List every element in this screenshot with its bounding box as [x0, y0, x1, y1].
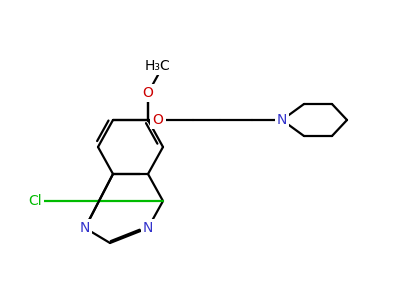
Text: H₃C: H₃C: [145, 59, 171, 73]
Text: N: N: [143, 221, 153, 235]
Text: N: N: [80, 221, 90, 235]
Text: O: O: [143, 86, 153, 100]
Text: N: N: [277, 113, 287, 127]
Text: Cl: Cl: [28, 194, 42, 208]
Text: O: O: [152, 113, 163, 127]
